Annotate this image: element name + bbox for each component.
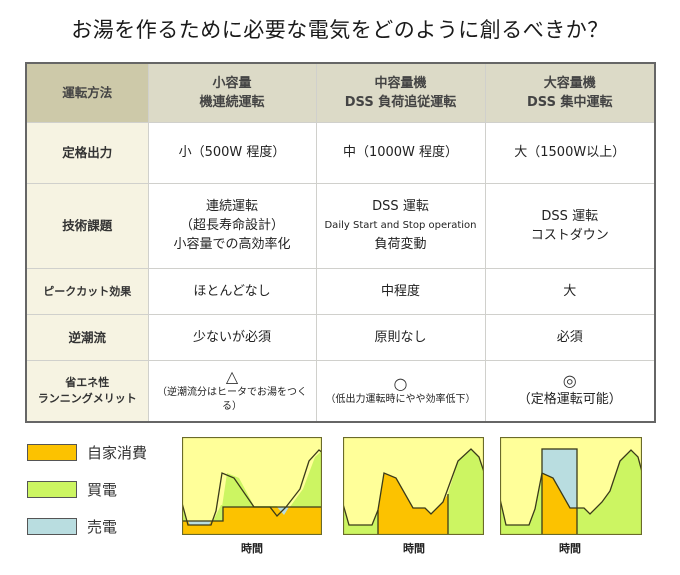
table-cell: 原則なし: [315, 313, 486, 361]
table-cell: 小（500W 程度）: [147, 121, 317, 184]
row-header: 技術課題: [25, 182, 149, 269]
page-title: お湯を作るために必要な電気をどのように創るべきか？: [71, 18, 609, 42]
table-row: 省エネ性 ランニングメリット △ （逆潮流分はヒータでお湯をつくる） ○ （低出力運転…: [25, 359, 656, 423]
row-header: 定格出力: [25, 121, 149, 184]
legend: 自家消費 買電 売電: [27, 442, 147, 553]
col-header-medium: 中容量機 DSS 負荷追従運転: [315, 62, 486, 123]
table-cell: 中（1000W 程度）: [315, 121, 486, 184]
table-row: ピークカット効果 ほとんどなし 中程度 大: [25, 267, 656, 315]
swatch-icon: [27, 481, 77, 498]
table-cell: 大（1500W以上）: [484, 121, 656, 184]
table-row: 逆潮流 少ないが必須 原則なし 必須: [25, 313, 656, 361]
table-cell: DSS 運転 コストダウン: [484, 182, 656, 269]
triangle-icon: △: [225, 366, 239, 386]
row-header: 省エネ性 ランニングメリット: [25, 359, 149, 423]
double-circle-icon: ◎: [562, 371, 577, 391]
circle-icon: ○: [393, 373, 408, 393]
comparison-table: 運転方法 小容量 機連続運転 中容量機 DSS 負荷追従運転 大容量機 DSS 集中運…: [25, 62, 656, 423]
legend-item-purchase: 買電: [27, 479, 147, 500]
table-row: 定格出力 小（500W 程度） 中（1000W 程度） 大（1500W以上）: [25, 121, 656, 184]
legend-item-sale: 売電: [27, 516, 147, 537]
table-cell: 中程度: [315, 267, 486, 315]
chart-concentrated: [500, 437, 642, 535]
row-header: 運転方法: [25, 62, 149, 123]
swatch-icon: [27, 444, 77, 461]
table-cell: 連続運転 （超長寿命設計） 小容量での高効率化: [147, 182, 317, 269]
row-header: ピークカット効果: [25, 267, 149, 315]
row-header: 逆潮流: [25, 313, 149, 361]
x-axis-label: 時間: [559, 542, 581, 555]
col-header-large: 大容量機 DSS 集中運転: [484, 62, 656, 123]
x-axis-label: 時間: [403, 542, 425, 555]
legend-item-self-consumption: 自家消費: [27, 442, 147, 463]
table-header-row: 運転方法 小容量 機連続運転 中容量機 DSS 負荷追従運転 大容量機 DSS 集中運…: [25, 62, 656, 123]
table-cell: 必須: [484, 313, 656, 361]
x-axis-label: 時間: [241, 542, 263, 555]
chart-load-following: [343, 437, 484, 535]
col-header-small: 小容量 機連続運転: [147, 62, 317, 123]
table-row: 技術課題 連続運転 （超長寿命設計） 小容量での高効率化 DSS 運転 Daily S…: [25, 182, 656, 269]
chart-continuous: [182, 437, 322, 535]
table-cell: 少ないが必須: [147, 313, 317, 361]
table-cell: ◎ （定格運転可能）: [484, 359, 656, 423]
table-cell: △ （逆潮流分はヒータでお湯をつくる）: [147, 359, 317, 423]
table-cell: DSS 運転 Daily Start and Stop operation 負荷変動: [315, 182, 486, 269]
table-cell: 大: [484, 267, 656, 315]
swatch-icon: [27, 518, 77, 535]
table-cell: ほとんどなし: [147, 267, 317, 315]
table-cell: ○ （低出力運転時にやや効率低下）: [315, 359, 486, 423]
